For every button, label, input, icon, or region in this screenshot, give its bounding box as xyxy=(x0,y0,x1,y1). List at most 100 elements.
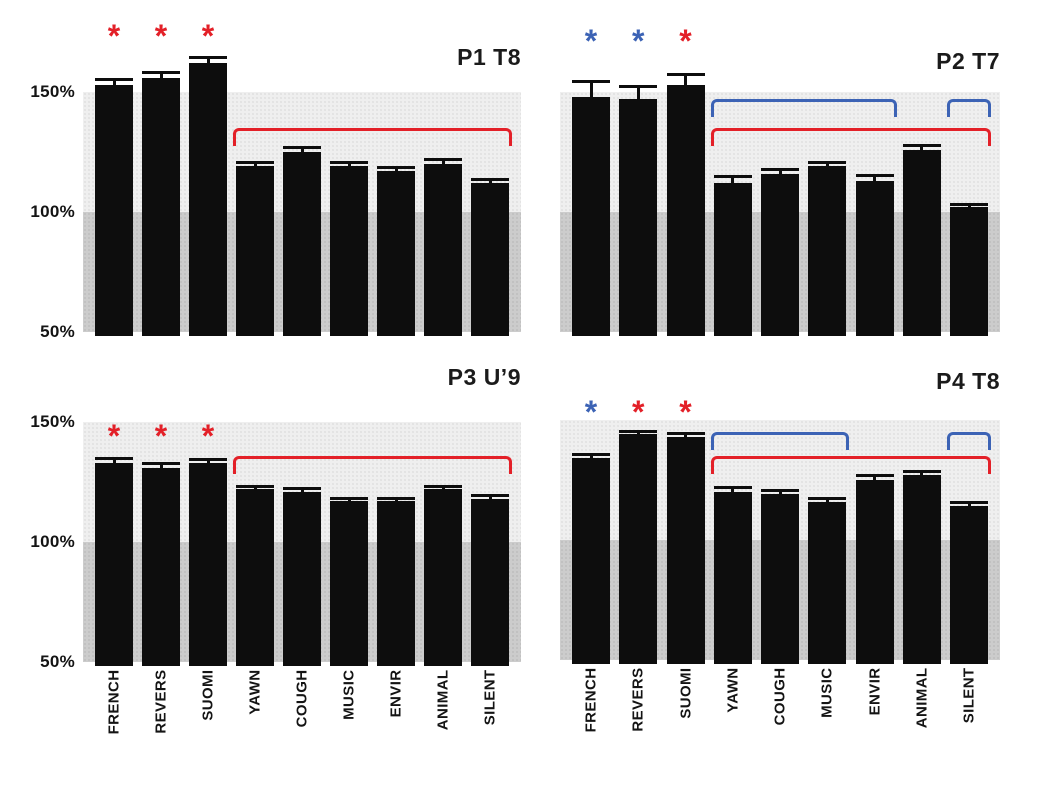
sig-marker-red: * xyxy=(679,23,692,60)
bar-silent xyxy=(471,498,509,666)
bar-music xyxy=(808,166,847,336)
error-bar-cap-silent xyxy=(950,500,988,504)
bar-revers xyxy=(142,77,180,336)
x-tick-label-cough: COUGH xyxy=(771,667,789,726)
error-bar-cap-animal xyxy=(424,158,462,162)
error-bar-cap-revers xyxy=(142,462,180,465)
sig-bracket-blue xyxy=(710,432,850,450)
bar-french xyxy=(572,96,610,336)
bar-music xyxy=(808,501,847,664)
error-bar-cough xyxy=(300,148,304,152)
y-tick-label: 50% xyxy=(40,652,75,671)
bar-french xyxy=(95,84,133,336)
y-tick-label: 100% xyxy=(30,532,75,551)
error-bar-suomi xyxy=(684,434,687,437)
bar-envir xyxy=(377,171,415,336)
y-tick-label: 150% xyxy=(30,82,75,101)
error-bar-envir xyxy=(394,167,398,172)
bar-animal xyxy=(424,489,462,666)
error-bar-cap-french xyxy=(95,457,133,461)
sig-marker-red: * xyxy=(154,418,168,454)
error-bar-silent xyxy=(967,204,971,208)
error-bar-envir xyxy=(873,176,876,181)
bar-silent xyxy=(471,183,509,336)
error-bar-french xyxy=(589,454,593,459)
bar-suomi xyxy=(666,84,705,336)
error-bar-cap-yawn xyxy=(713,175,752,179)
bar-silent xyxy=(950,506,988,664)
error-bar-suomi xyxy=(684,75,687,85)
bar-suomi xyxy=(666,436,705,664)
error-bar-envir xyxy=(873,476,876,480)
error-bar-animal xyxy=(920,146,924,150)
error-bar-yawn xyxy=(731,177,735,184)
error-bar-cap-suomi xyxy=(666,432,705,436)
error-bar-cap-envir xyxy=(855,474,894,478)
sig-bracket-red xyxy=(710,128,991,146)
bar-yawn xyxy=(236,166,274,336)
sig-bracket-blue xyxy=(947,99,991,118)
bar-yawn xyxy=(713,183,752,336)
x-tick-label-suomi: SUOMI xyxy=(677,667,694,719)
y-tick-label: 50% xyxy=(40,322,75,341)
error-bar-cap-cough xyxy=(761,488,799,492)
error-bar-cap-revers xyxy=(142,70,180,74)
panel-4-title: P4 T8 xyxy=(936,368,1000,394)
bar-animal xyxy=(424,164,462,336)
bar-yawn xyxy=(236,489,274,666)
error-bar-animal xyxy=(920,471,924,476)
sig-marker-red: * xyxy=(201,18,215,55)
error-bar-french xyxy=(112,459,116,463)
error-bar-cap-yawn xyxy=(236,484,274,488)
error-bar-cap-cough xyxy=(761,168,799,171)
bar-revers xyxy=(142,467,180,666)
error-bar-cough xyxy=(778,490,782,495)
sig-marker-blue: * xyxy=(584,23,598,60)
error-bar-cap-suomi xyxy=(189,458,227,462)
error-bar-french xyxy=(589,82,593,97)
error-bar-cough xyxy=(300,489,304,492)
bar-animal xyxy=(902,475,941,664)
error-bar-cap-suomi xyxy=(666,73,705,77)
error-bar-cap-animal xyxy=(902,144,941,147)
bar-cough xyxy=(761,173,799,336)
error-bar-cap-revers xyxy=(619,430,658,433)
bar-suomi xyxy=(189,462,227,666)
panel-1-title: P1 T8 xyxy=(457,44,521,70)
error-bar-animal xyxy=(441,160,445,164)
error-bar-cap-envir xyxy=(855,174,894,177)
error-bar-cap-silent xyxy=(471,177,509,181)
panel-2-title: P2 T7 xyxy=(936,48,1000,74)
error-bar-cough xyxy=(778,170,782,174)
bar-cough xyxy=(761,494,799,664)
sig-marker-red: * xyxy=(107,18,121,55)
bar-animal xyxy=(902,149,941,336)
sig-bracket-blue xyxy=(710,99,897,118)
error-bar-yawn xyxy=(253,486,257,490)
bar-french xyxy=(95,462,133,666)
bar-revers xyxy=(619,434,658,664)
error-bar-cap-envir xyxy=(377,165,415,169)
sig-marker-red: * xyxy=(632,394,645,431)
error-bar-silent xyxy=(967,502,971,507)
error-bar-music xyxy=(347,162,351,167)
error-bar-cap-animal xyxy=(902,469,941,473)
sig-bracket-red xyxy=(233,128,512,146)
error-bar-revers xyxy=(636,432,640,435)
bar-french xyxy=(572,458,610,664)
error-bar-cap-cough xyxy=(283,487,321,491)
error-bar-revers xyxy=(159,72,163,78)
error-bar-yawn xyxy=(731,488,735,492)
error-bar-revers xyxy=(636,87,640,100)
bar-envir xyxy=(855,180,894,336)
bar-cough xyxy=(283,491,321,666)
error-bar-cap-music xyxy=(808,497,847,501)
error-bar-cap-suomi xyxy=(189,56,227,60)
bar-music xyxy=(330,166,368,336)
sig-marker-blue: * xyxy=(632,23,645,60)
sig-marker-red: * xyxy=(679,394,692,431)
sig-bracket-blue xyxy=(947,432,991,450)
bar-cough xyxy=(283,152,321,336)
